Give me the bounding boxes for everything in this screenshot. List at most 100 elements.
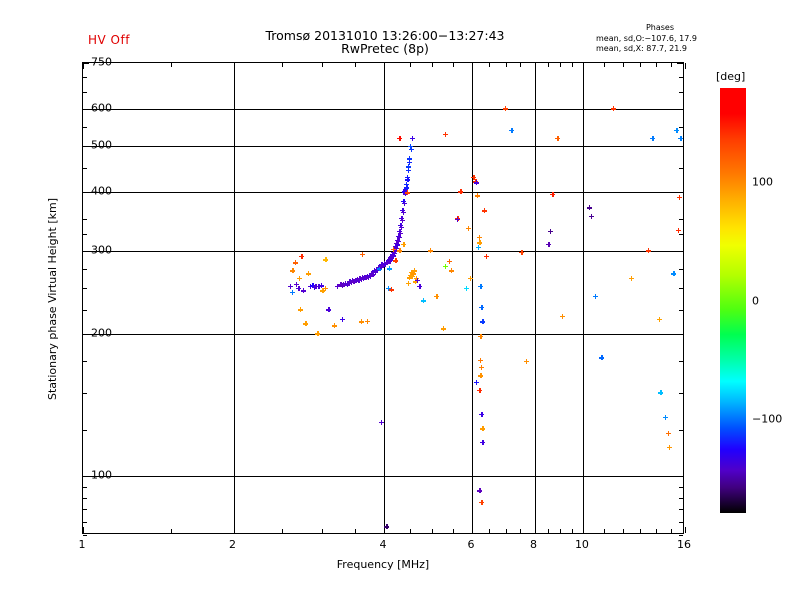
gridline-horizontal xyxy=(83,191,683,193)
axis-tick xyxy=(670,529,672,533)
gridline-horizontal xyxy=(83,146,683,148)
axis-tick xyxy=(384,527,385,533)
data-point-marker xyxy=(410,271,416,277)
data-point-marker xyxy=(414,277,420,283)
data-point-marker xyxy=(289,289,295,295)
colorbar-tick-label: 100 xyxy=(752,175,773,189)
data-point-marker xyxy=(454,216,460,222)
data-point-marker xyxy=(404,174,410,180)
data-point-marker xyxy=(403,181,409,187)
axis-tick xyxy=(685,527,686,533)
axis-tick xyxy=(83,92,87,94)
data-point-marker xyxy=(292,260,298,266)
data-point-marker xyxy=(408,143,414,149)
data-point-marker xyxy=(481,208,487,214)
data-point-marker xyxy=(320,288,326,294)
axis-tick xyxy=(83,309,87,311)
data-point-marker xyxy=(384,260,390,266)
data-point-marker xyxy=(397,230,403,236)
axis-tick xyxy=(83,77,87,79)
data-point-marker xyxy=(417,284,423,290)
gridline-horizontal xyxy=(83,333,683,335)
axis-tick xyxy=(355,529,356,533)
axis-tick xyxy=(520,63,522,67)
data-point-marker xyxy=(442,131,448,137)
data-point-marker xyxy=(372,269,378,275)
data-point-marker xyxy=(473,180,479,186)
data-point-marker xyxy=(477,240,483,246)
axis-tick xyxy=(679,309,683,311)
axis-tick xyxy=(83,430,87,432)
data-point-marker xyxy=(358,319,364,325)
data-point-marker xyxy=(342,280,348,286)
axis-tick xyxy=(355,63,356,67)
data-point-marker xyxy=(388,287,394,293)
axis-tick xyxy=(409,63,411,67)
data-point-marker xyxy=(377,266,383,272)
axis-tick xyxy=(83,509,87,511)
axis-tick xyxy=(83,108,89,110)
axis-tick xyxy=(571,63,573,67)
data-point-marker xyxy=(322,285,328,291)
data-point-marker xyxy=(313,284,319,290)
data-point-marker xyxy=(411,268,417,274)
data-point-marker xyxy=(478,357,484,363)
data-point-marker xyxy=(293,281,299,287)
data-point-marker xyxy=(407,275,413,281)
colorbar xyxy=(720,88,746,513)
axis-tick xyxy=(677,476,683,478)
axis-tick xyxy=(679,430,683,432)
data-point-marker xyxy=(401,241,407,247)
data-point-marker xyxy=(331,323,337,329)
axis-tick xyxy=(83,234,87,236)
data-point-marker xyxy=(398,225,404,231)
data-point-marker xyxy=(446,258,452,264)
data-point-marker xyxy=(593,294,599,300)
data-point-marker xyxy=(408,272,414,278)
axis-tick xyxy=(679,268,683,270)
x-tick-label: 1 xyxy=(78,538,86,551)
data-point-marker xyxy=(296,276,302,282)
data-point-marker xyxy=(546,241,552,247)
data-point-marker xyxy=(387,258,393,264)
axis-tick xyxy=(582,527,584,533)
data-point-marker xyxy=(678,135,684,141)
data-point-marker xyxy=(667,444,673,450)
data-point-marker xyxy=(478,284,484,290)
axis-tick xyxy=(534,527,536,533)
axis-tick xyxy=(547,529,549,533)
data-point-marker xyxy=(645,248,651,254)
data-point-marker xyxy=(547,228,553,234)
axis-tick xyxy=(83,392,87,394)
axis-tick xyxy=(534,63,536,69)
data-point-marker xyxy=(471,174,477,180)
data-point-marker xyxy=(671,271,677,277)
data-point-marker xyxy=(509,127,515,133)
data-point-marker xyxy=(344,282,350,288)
data-point-marker xyxy=(662,415,668,421)
data-point-marker xyxy=(480,426,486,432)
colorbar-tick-label: −100 xyxy=(752,412,783,426)
gridline-horizontal xyxy=(83,108,683,110)
axis-tick xyxy=(679,497,683,499)
colorbar-gradient xyxy=(720,88,746,513)
data-point-marker xyxy=(383,259,389,265)
axis-tick xyxy=(520,529,522,533)
data-point-marker xyxy=(394,242,400,248)
data-point-marker xyxy=(480,439,486,445)
colorbar-tick-label: 0 xyxy=(752,294,759,307)
phase-stats-x-mode: mean, sd,X: 87.7, 21.9 xyxy=(596,44,687,53)
x-axis-title: Frequency [MHz] xyxy=(336,558,430,571)
axis-tick xyxy=(679,167,683,169)
x-tick-label: 8 xyxy=(530,538,537,551)
axis-tick xyxy=(639,529,641,533)
data-point-marker xyxy=(477,488,483,494)
axis-tick xyxy=(679,126,683,128)
axis-tick xyxy=(83,476,89,478)
axis-tick xyxy=(83,167,87,169)
axis-tick xyxy=(83,486,87,488)
axis-tick xyxy=(83,126,87,128)
gridline-vertical xyxy=(233,63,235,533)
data-point-marker xyxy=(339,316,345,322)
